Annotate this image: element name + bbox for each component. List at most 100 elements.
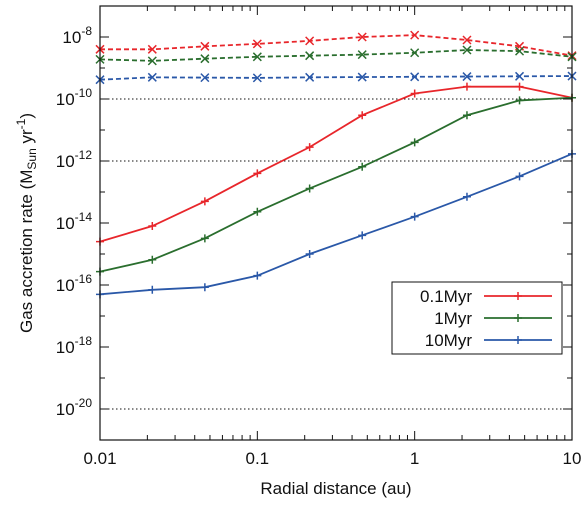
- series-dashed-5-point: [200, 73, 210, 83]
- series-10myr-point: [462, 192, 471, 201]
- series-0-1myr-point: [358, 111, 367, 120]
- series-10myr-point: [305, 250, 314, 258]
- series-dashed-3-point: [410, 30, 420, 40]
- series-dashed-5-line: [99, 75, 573, 81]
- legend-marker-0-1myr: [514, 292, 522, 300]
- series-0-1myr-line: [99, 85, 573, 243]
- y-tick-label-exp: -10: [75, 86, 93, 100]
- y-axis-title-end: ): [17, 113, 36, 119]
- series-dashed-4-point: [462, 45, 472, 55]
- y-axis-title-mid: yr: [17, 129, 36, 148]
- series-0-1myr-point: [515, 82, 524, 91]
- series-1myr-point: [253, 207, 262, 216]
- y-tick-label-base: 10: [56, 214, 75, 233]
- series-1myr-point: [200, 234, 209, 243]
- series-layer: [95, 30, 577, 299]
- y-tick-label: 10-14: [56, 210, 93, 233]
- series-0-1myr-point: [462, 82, 471, 91]
- axis-ticks: [99, 5, 572, 441]
- reference-lines: [100, 98, 572, 410]
- y-tick-label-base: 10: [56, 276, 75, 295]
- legend-label-0-1myr: 0.1Myr: [420, 287, 472, 306]
- legend-label-10myr: 10Myr: [425, 331, 473, 350]
- series-dashed-3-point: [147, 44, 157, 54]
- series-10myr-point: [200, 283, 209, 292]
- y-axis-title-base: Gas accretion rate (M: [17, 170, 36, 333]
- series-0-1myr-point: [148, 222, 157, 231]
- y-tick-label-base: 10: [56, 90, 75, 109]
- y-tick-label: 10-20: [56, 396, 93, 419]
- series-dashed-4-point: [357, 50, 367, 60]
- x-tick-label: 0.1: [246, 449, 270, 468]
- plot-frame: [99, 5, 573, 441]
- series-10myr-point: [253, 271, 262, 280]
- tick-labels: 0.01 0.1 1 1010-810-1010-1210-1410-1610-181…: [56, 24, 582, 468]
- series-dashed-3-line: [100, 34, 573, 57]
- y-tick-label-base: 10: [62, 28, 81, 47]
- series-dashed-5-point: [515, 71, 525, 81]
- series-1myr-line: [99, 96, 573, 273]
- series-0-1myr-point: [253, 169, 262, 178]
- series-1myr-point: [515, 96, 524, 105]
- series-dashed-4-point: [200, 54, 210, 64]
- series-dashed-5-point: [410, 72, 420, 82]
- series-dashed-4-point: [305, 51, 315, 61]
- y-tick-label-exp: -12: [75, 148, 93, 162]
- series-1myr: [96, 93, 576, 276]
- series-dashed-3-point: [357, 32, 367, 42]
- y-tick-label-exp: -8: [81, 24, 92, 38]
- series-1myr-point: [410, 138, 419, 147]
- y-tick-label-exp: -16: [75, 272, 93, 286]
- series-dashed-3: [95, 30, 577, 61]
- series-0-1myr-point: [410, 89, 419, 98]
- y-tick-label: 10-16: [56, 272, 93, 295]
- y-tick-label-base: 10: [56, 152, 75, 171]
- y-axis-title-sup: -1: [14, 118, 28, 129]
- y-tick-label-base: 10: [56, 338, 75, 357]
- series-10myr-point: [515, 172, 524, 181]
- x-axis-title: Radial distance (au): [260, 479, 411, 498]
- series-10myr-point: [358, 231, 367, 240]
- series-10myr-point: [148, 285, 157, 294]
- series-dashed-4-point: [147, 56, 157, 66]
- series-dashed-4-point: [410, 48, 420, 58]
- legend-marker-10myr: [514, 336, 522, 344]
- series-dashed-5-point: [252, 73, 262, 83]
- y-tick-label: 10-8: [62, 24, 92, 47]
- y-tick-label-exp: -20: [75, 396, 93, 410]
- series-1myr-point: [462, 111, 471, 120]
- series-dashed-5-point: [462, 72, 472, 82]
- series-dashed-4-line: [99, 49, 573, 62]
- legend: 0.1Myr 1Myr 10Myr: [391, 281, 563, 355]
- legend-marker-1myr: [514, 314, 522, 322]
- y-tick-label: 10-10: [56, 86, 93, 109]
- series-dashed-5-point: [305, 72, 315, 82]
- series-dashed-4-point: [515, 46, 525, 56]
- y-tick-label-base: 10: [56, 400, 75, 419]
- x-tick-label: 10: [563, 449, 582, 468]
- series-dashed-3-point: [252, 39, 262, 49]
- series-dashed-5: [95, 71, 577, 85]
- series-10myr: [96, 149, 576, 299]
- series-dashed-3-point: [305, 36, 315, 46]
- series-dashed-3-point: [200, 41, 210, 51]
- y-tick-label-exp: -14: [75, 210, 93, 224]
- y-axis-title-sub: Sun: [25, 148, 39, 169]
- series-dashed-5-point: [357, 72, 367, 82]
- series-dashed-3-point: [462, 35, 472, 45]
- series-1myr-point: [148, 255, 157, 264]
- y-tick-label: 10-18: [56, 334, 93, 357]
- legend-label-1myr: 1Myr: [434, 309, 472, 328]
- series-dashed-4-point: [252, 52, 262, 62]
- x-tick-label: 1: [410, 449, 419, 468]
- series-1myr-point: [305, 184, 314, 193]
- y-tick-label-exp: -18: [75, 334, 93, 348]
- series-0-1myr-point: [305, 143, 314, 152]
- series-0-1myr: [96, 82, 576, 246]
- series-dashed-5-point: [147, 72, 157, 82]
- x-tick-label: 0.01: [83, 449, 116, 468]
- series-1myr-point: [358, 162, 367, 171]
- y-tick-label: 10-12: [56, 148, 93, 171]
- series-0-1myr-point: [200, 197, 209, 206]
